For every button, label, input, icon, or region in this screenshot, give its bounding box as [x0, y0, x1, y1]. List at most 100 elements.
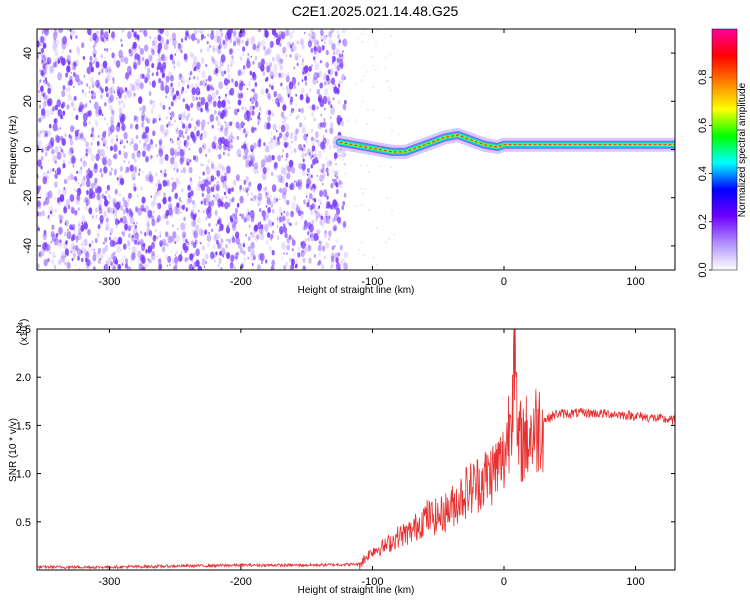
spectrogram-noise-blob [118, 100, 121, 106]
spectrogram-noise-blob [147, 232, 149, 236]
spectrogram-noise-blob [295, 182, 298, 187]
spectrogram-noise-blob [121, 231, 123, 235]
spectrogram-noise-blob [134, 52, 139, 60]
spectrogram-noise-blob [223, 191, 227, 196]
spectrogram-noise-blob [247, 211, 250, 216]
spectrogram-noise-blob [118, 182, 121, 186]
spectrogram-noise-blob [218, 199, 221, 204]
spectrogram-noise-blob [200, 183, 206, 192]
spectrogram-noise-blob [73, 85, 75, 89]
spectrogram-noise-blob [117, 264, 122, 270]
spectrogram-noise-blob [180, 80, 183, 83]
spectrogram-noise-blob [283, 252, 285, 255]
spectrogram-noise-blob [295, 55, 298, 61]
spectrogram-noise-blob [54, 50, 59, 57]
spectrogram-sparse-point [390, 89, 392, 92]
spectrogram-noise-blob [278, 72, 282, 78]
spectrogram-noise-blob [149, 36, 151, 39]
spectrogram-noise-blob [328, 31, 332, 38]
spectrogram-noise-blob [184, 36, 188, 41]
spectrogram-sparse-point [357, 248, 360, 251]
spectrogram-noise-blob [220, 70, 225, 77]
spectrogram-noise-blob [333, 224, 338, 231]
spectrogram-noise-blob [74, 129, 79, 137]
spectrogram-noise-blob [216, 180, 219, 185]
spectrogram-noise-blob [325, 49, 329, 56]
spectrogram-noise-blob [267, 93, 271, 100]
spectrogram-noise-blob [251, 110, 255, 116]
spectrogram-noise-blob [86, 83, 89, 87]
spectrogram-noise-blob [210, 175, 215, 182]
spectrogram-noise-blob [213, 195, 217, 202]
spectrogram-noise-blob [271, 75, 274, 80]
spectrogram-noise-blob [316, 40, 320, 46]
spectrogram-noise-blob [325, 61, 330, 69]
spectrogram-noise-blob [106, 92, 109, 98]
spectrogram-noise-blob [185, 103, 189, 110]
spectrogram-noise-blob [109, 94, 114, 103]
spectrogram-noise-blob [37, 159, 42, 168]
spectrogram-noise-blob [313, 189, 316, 193]
spectrogram-noise-blob [77, 232, 82, 241]
spectrogram-noise-blob [228, 29, 233, 35]
spectrogram-noise-blob [320, 29, 324, 36]
spectrogram-noise-blob [342, 223, 347, 230]
spectrogram-noise-blob [201, 125, 205, 131]
spectrogram-noise-blob [37, 140, 40, 146]
spectrogram-noise-blob [250, 232, 252, 235]
spectrogram-noise-blob [234, 80, 239, 88]
spectrogram-noise-blob [342, 50, 344, 53]
spectrogram-noise-blob [205, 193, 211, 202]
spectrogram-noise-blob [143, 30, 148, 37]
spectrogram-noise-blob [297, 209, 302, 217]
spectrogram-noise-blob [165, 75, 170, 83]
spectrogram-noise-blob [65, 87, 68, 93]
spectrogram-noise-blob [187, 34, 191, 40]
spectrogram-noise-blob [264, 186, 267, 191]
spectrogram-noise-blob [200, 48, 203, 53]
spectrogram-noise-blob [341, 181, 344, 185]
spectrogram-noise-blob [158, 148, 164, 157]
spectrogram-noise-blob [112, 80, 115, 85]
spectrogram-noise-blob [65, 240, 68, 245]
spectrogram-noise-blob [243, 257, 246, 263]
spectrogram-noise-blob [158, 183, 161, 187]
spectrogram-noise-blob [265, 192, 268, 196]
spectrogram-noise-blob [66, 104, 70, 110]
spectrogram-noise-blob [273, 138, 279, 147]
spectrogram-noise-blob [41, 31, 44, 35]
spectrogram-noise-blob [110, 167, 113, 171]
spectrogram-noise-blob [143, 208, 146, 213]
spectrogram-noise-blob [63, 206, 68, 214]
spectrogram-noise-blob [112, 154, 116, 159]
spectrogram-noise-blob [135, 83, 141, 91]
spectrogram-noise-blob [249, 105, 253, 112]
spectrogram-noise-blob [155, 183, 158, 188]
spectrogram-noise-blob [216, 170, 221, 177]
colorbar-tick-label: 0.8 [697, 70, 709, 85]
spectrogram-noise-blob [165, 29, 170, 37]
spectrogram-sparse-point [357, 37, 360, 40]
spectrogram-noise-blob [214, 209, 218, 216]
spectrogram-noise-blob [284, 198, 287, 204]
spectrogram-noise-blob [252, 43, 257, 51]
spectrogram-noise-blob [237, 251, 240, 255]
spectrogram-noise-blob [67, 204, 71, 210]
spectrogram-noise-blob [337, 34, 340, 40]
spectrogram-noise-blob [338, 153, 341, 159]
spectrogram-noise-blob [133, 143, 139, 152]
spectrogram-noise-blob [168, 110, 170, 114]
spectrogram-noise-blob [308, 33, 311, 37]
spectrogram-noise-blob [170, 165, 172, 168]
spectrogram-noise-blob [195, 37, 197, 41]
spectrogram-noise-blob [319, 60, 322, 64]
spectrogram-noise-blob [92, 254, 97, 262]
spectrogram-noise-blob [173, 65, 176, 69]
spectrogram-noise-blob [145, 249, 148, 254]
spectrogram-noise-blob [69, 173, 74, 181]
spectrogram-noise-blob [233, 266, 236, 270]
spectrogram-noise-blob [256, 196, 262, 206]
spectrogram-noise-blob [236, 135, 239, 141]
spectrogram-noise-blob [307, 244, 312, 252]
spectrogram-noise-blob [95, 79, 100, 88]
